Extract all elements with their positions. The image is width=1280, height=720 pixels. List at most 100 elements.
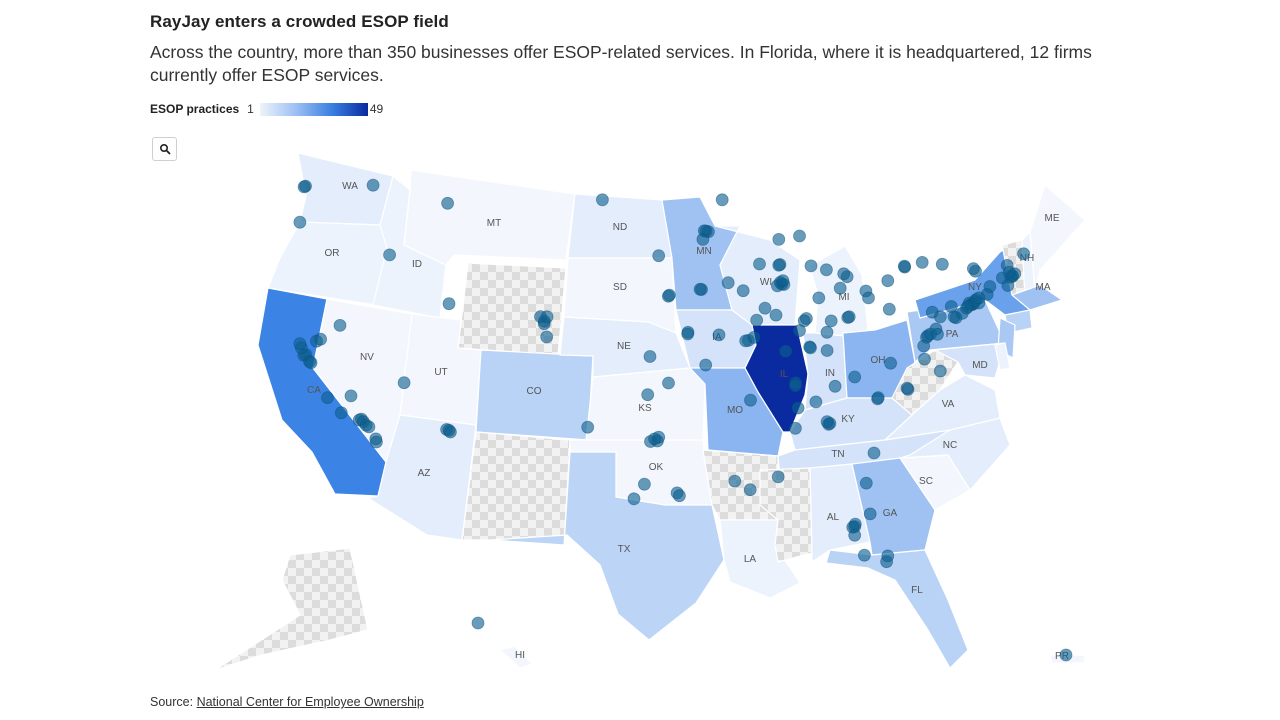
state-il[interactable] xyxy=(744,324,809,433)
firm-location-dot[interactable] xyxy=(859,476,873,490)
firm-location-dot[interactable] xyxy=(804,341,817,355)
firm-location-dot[interactable] xyxy=(743,483,757,497)
firm-location-dot[interactable] xyxy=(837,267,851,281)
firm-location-dot[interactable] xyxy=(696,232,710,246)
firm-location-dot[interactable] xyxy=(858,548,871,562)
firm-location-dot[interactable] xyxy=(882,302,896,316)
firm-location-dot[interactable] xyxy=(772,258,786,272)
firm-location-dot[interactable] xyxy=(747,330,761,344)
firm-location-dot[interactable] xyxy=(884,356,897,370)
firm-location-dot[interactable] xyxy=(721,276,735,290)
firm-location-dot[interactable] xyxy=(820,415,834,429)
firm-location-dot[interactable] xyxy=(848,528,862,542)
firm-location-dot[interactable] xyxy=(736,284,750,298)
firm-location-dot[interactable] xyxy=(712,328,726,342)
firm-location-dot[interactable] xyxy=(750,313,764,327)
state-ak[interactable] xyxy=(214,547,369,671)
state-hi[interactable] xyxy=(499,645,533,669)
firm-location-dot[interactable] xyxy=(867,446,881,460)
firm-location-dot[interactable] xyxy=(828,379,842,393)
firm-location-dot[interactable] xyxy=(898,259,911,273)
state-va[interactable] xyxy=(884,374,1001,441)
state-ma[interactable] xyxy=(1011,284,1063,311)
firm-location-dot[interactable] xyxy=(862,291,875,305)
firm-location-dot[interactable] xyxy=(443,425,457,439)
firm-location-dot[interactable] xyxy=(848,370,862,384)
firm-location-dot[interactable] xyxy=(1017,247,1030,261)
firm-location-dot[interactable] xyxy=(972,291,986,305)
state-me[interactable] xyxy=(1029,184,1086,291)
firm-location-dot[interactable] xyxy=(918,352,931,366)
firm-location-dot[interactable] xyxy=(681,327,695,341)
firm-location-dot[interactable] xyxy=(983,280,997,293)
firm-location-dot[interactable] xyxy=(641,388,655,402)
firm-location-dot[interactable] xyxy=(333,318,347,332)
firm-location-dot[interactable] xyxy=(881,549,895,563)
firm-location-dot[interactable] xyxy=(540,330,554,344)
firm-location-dot[interactable] xyxy=(789,421,802,435)
firm-location-dot[interactable] xyxy=(1002,265,1016,279)
firm-location-dot[interactable] xyxy=(793,229,806,243)
firm-location-dot[interactable] xyxy=(699,358,713,372)
firm-location-dot[interactable] xyxy=(662,289,675,303)
firm-location-dot[interactable] xyxy=(800,312,813,325)
firm-location-dot[interactable] xyxy=(933,364,947,378)
state-fl[interactable] xyxy=(825,549,969,669)
firm-location-dot[interactable] xyxy=(581,420,595,434)
firm-location-dot[interactable] xyxy=(933,310,947,324)
firm-location-dot[interactable] xyxy=(809,395,823,409)
firm-location-dot[interactable] xyxy=(534,310,547,324)
firm-location-dot[interactable] xyxy=(673,489,686,503)
firm-location-dot[interactable] xyxy=(304,356,318,370)
firm-location-dot[interactable] xyxy=(293,215,307,229)
firm-location-dot[interactable] xyxy=(871,391,885,405)
firm-location-dot[interactable] xyxy=(442,297,456,311)
firm-location-dot[interactable] xyxy=(627,492,641,506)
firm-location-dot[interactable] xyxy=(662,376,675,390)
firm-location-dot[interactable] xyxy=(652,249,666,263)
firm-location-dot[interactable] xyxy=(596,193,609,207)
firm-location-dot[interactable] xyxy=(833,281,847,295)
state-az[interactable] xyxy=(367,414,477,541)
firm-location-dot[interactable] xyxy=(769,308,783,322)
firm-location-dot[interactable] xyxy=(931,327,944,341)
firm-location-dot[interactable] xyxy=(397,376,411,390)
us-choropleth-map[interactable]: WAORCAIDNVMTUTCOAZNDSDNEKSOKTXMNIAMOLAWI… xyxy=(0,0,1280,690)
firm-location-dot[interactable] xyxy=(334,406,348,420)
firm-location-dot[interactable] xyxy=(789,379,802,393)
firm-location-dot[interactable] xyxy=(842,310,856,324)
firm-location-dot[interactable] xyxy=(471,616,485,630)
firm-location-dot[interactable] xyxy=(1059,648,1073,662)
firm-location-dot[interactable] xyxy=(820,344,834,357)
firm-location-dot[interactable] xyxy=(366,178,380,192)
firm-location-dot[interactable] xyxy=(344,389,358,403)
source-link[interactable]: National Center for Employee Ownership xyxy=(196,695,424,709)
firm-location-dot[interactable] xyxy=(728,474,742,488)
firm-location-dot[interactable] xyxy=(772,232,786,246)
firm-location-dot[interactable] xyxy=(638,477,651,491)
zoom-button[interactable] xyxy=(152,137,177,161)
firm-location-dot[interactable] xyxy=(900,381,914,395)
firm-location-dot[interactable] xyxy=(383,248,397,262)
firm-location-dot[interactable] xyxy=(915,255,929,269)
firm-location-dot[interactable] xyxy=(362,420,376,434)
state-nm[interactable] xyxy=(461,431,571,546)
firm-location-dot[interactable] xyxy=(824,314,838,328)
state-md[interactable] xyxy=(934,342,1006,379)
firm-location-dot[interactable] xyxy=(758,301,772,315)
firm-location-dot[interactable] xyxy=(812,291,826,305)
firm-location-dot[interactable] xyxy=(917,339,931,353)
firm-location-dot[interactable] xyxy=(648,432,661,446)
firm-location-dot[interactable] xyxy=(863,507,877,521)
firm-location-dot[interactable] xyxy=(944,300,958,313)
firm-location-dot[interactable] xyxy=(804,259,818,273)
state-de[interactable] xyxy=(994,342,1011,371)
firm-location-dot[interactable] xyxy=(297,180,311,194)
firm-location-dot[interactable] xyxy=(744,393,757,407)
firm-location-dot[interactable] xyxy=(791,401,805,415)
firm-location-dot[interactable] xyxy=(441,196,455,210)
firm-location-dot[interactable] xyxy=(643,350,657,363)
firm-location-dot[interactable] xyxy=(967,262,980,276)
firm-location-dot[interactable] xyxy=(321,391,334,405)
firm-location-dot[interactable] xyxy=(314,332,328,346)
